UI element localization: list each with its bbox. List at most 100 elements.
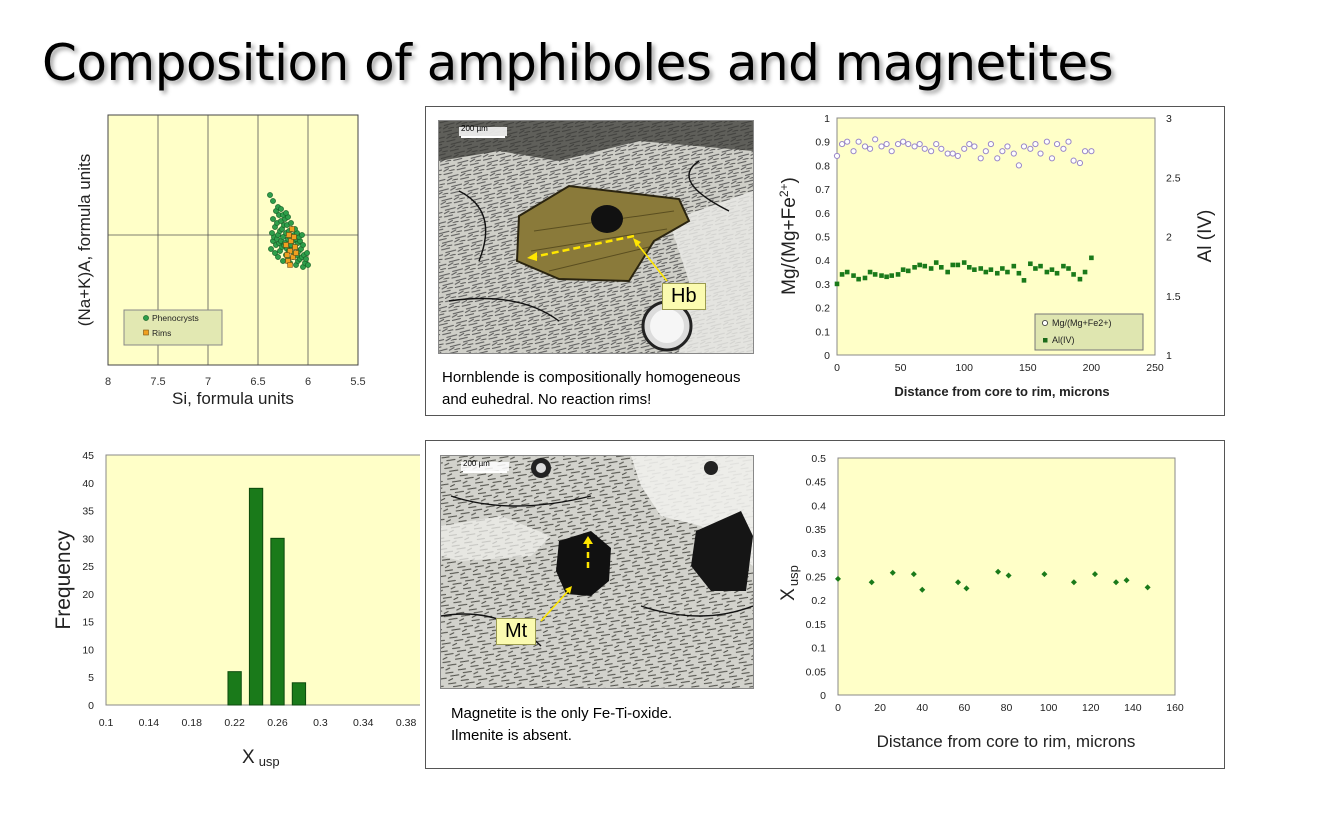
data-point-mg-ratio: [994, 155, 1001, 162]
data-point-mg-ratio: [1076, 159, 1084, 167]
data-point-al-iv: [1082, 269, 1088, 275]
data-point-al-iv: [1089, 255, 1094, 261]
data-point-mg-ratio: [916, 140, 923, 148]
x-tick-label: 100: [955, 362, 973, 374]
magnetite-photomicrograph: 200 µm: [440, 455, 754, 689]
data-point-al-iv: [1044, 269, 1050, 275]
y-axis-label: Xusp: [778, 565, 801, 601]
data-point-mg-ratio: [987, 140, 995, 148]
y-tick-label: 25: [82, 561, 94, 573]
data-point-xusp: [889, 569, 896, 576]
data-point-phenocryst: [305, 262, 311, 268]
data-point-al-iv: [933, 260, 939, 265]
caption-line: and euhedral. No reaction rims!: [442, 391, 652, 408]
data-point-phenocryst: [270, 216, 276, 222]
data-point-mg-ratio: [1043, 138, 1050, 145]
data-point-phenocryst: [299, 232, 305, 238]
data-point-al-iv: [1071, 272, 1076, 277]
data-point-xusp: [910, 571, 917, 578]
legend-marker-phenocrysts: [143, 315, 149, 321]
data-point-mg-ratio: [838, 140, 846, 148]
y-tick-label: 0: [88, 700, 94, 712]
data-point-al-iv: [895, 272, 901, 277]
x-tick-label: 80: [1001, 702, 1013, 714]
x-tick-label: 5.5: [350, 376, 365, 388]
data-point-mg-ratio: [844, 138, 851, 145]
y-tick-label: 1: [824, 113, 830, 125]
data-point-al-iv: [879, 273, 884, 278]
y-tick-label: 0.8: [815, 160, 830, 172]
hornblende-photomicrograph: 200 µm: [438, 120, 754, 354]
y-tick-label: 0.4: [811, 500, 826, 512]
x-tick-label: 0.34: [353, 717, 374, 729]
data-point-mg-ratio: [888, 148, 895, 155]
data-point-al-iv: [1021, 278, 1027, 283]
data-point-xusp: [835, 575, 841, 582]
data-point-xusp: [995, 568, 1002, 575]
data-point-mg-ratio: [999, 148, 1006, 155]
xusp-profile-chart: 0 20 40 60 80 100 120 140 160 0 0.05 0.1 0.15 0.2 0.25…: [778, 453, 1184, 751]
data-point-mg-ratio: [866, 145, 874, 152]
histogram-bar: [248, 487, 264, 706]
y-tick-label: 15: [82, 617, 94, 629]
y2-axis-label: Al (IV): [1195, 210, 1216, 263]
x-axis-label: Distance from core to rim, microns: [894, 384, 1109, 399]
data-point-rim: [290, 254, 296, 260]
data-point-al-iv: [1011, 263, 1017, 269]
y-tick-label: 35: [82, 506, 94, 518]
data-point-mg-ratio: [894, 140, 902, 148]
histogram-bar: [291, 682, 307, 706]
data-point-al-iv: [922, 263, 928, 269]
hornblende-profile-chart: 0 50 100 150 200 250 0 0.1 0.2 0.3 0.4 0.5 0.6 0.7 0.8…: [777, 113, 1216, 399]
data-point-al-iv: [972, 267, 977, 272]
data-point-phenocryst: [275, 254, 281, 260]
data-point-xusp: [919, 586, 926, 593]
x-tick-label: 6.5: [250, 376, 265, 388]
y-tick-label: 0.4: [815, 255, 830, 267]
data-point-xusp: [955, 579, 962, 586]
data-point-mg-ratio: [911, 143, 918, 150]
data-point-mg-ratio: [1010, 150, 1017, 157]
data-point-mg-ratio: [900, 138, 907, 145]
data-point-phenocryst: [303, 256, 309, 262]
data-point-al-iv: [1033, 266, 1038, 271]
data-point-rim: [289, 226, 295, 232]
y-tick-label: 0.2: [811, 595, 826, 607]
xusp-histogram: 0.1 0.14 0.18 0.22 0.26 0.3 0.34 0.38 0 5 10 15 20 25…: [52, 450, 420, 769]
x-tick-label: 0.26: [267, 717, 288, 729]
data-point-phenocryst: [278, 206, 284, 212]
data-point-phenocryst: [267, 192, 273, 198]
slide-title: Composition of amphiboles and magnetites: [42, 34, 1114, 92]
data-point-mg-ratio: [872, 136, 879, 143]
data-point-al-iv: [1038, 263, 1043, 269]
data-point-al-iv: [961, 260, 967, 265]
data-point-mg-ratio: [1048, 155, 1056, 162]
y-tick-label: 20: [82, 589, 94, 601]
data-point-al-iv: [834, 281, 840, 287]
data-point-rim: [287, 248, 293, 254]
data-point-mg-ratio: [878, 143, 885, 150]
plot-area: [837, 457, 1176, 696]
data-point-al-iv: [1077, 276, 1083, 282]
data-point-rim: [284, 252, 290, 258]
data-point-phenocryst: [268, 246, 274, 252]
legend-marker-mg: [1041, 319, 1049, 327]
data-point-al-iv: [856, 276, 861, 282]
data-point-al-iv: [994, 270, 1000, 276]
x-tick-label: 60: [959, 702, 971, 714]
data-point-mg-ratio: [883, 140, 890, 148]
hornblende-caption: Hornblende is compositionally homogeneou…: [442, 367, 741, 411]
data-point-xusp: [963, 585, 970, 592]
data-point-mg-ratio: [933, 140, 940, 148]
y-tick-label: 10: [82, 644, 94, 656]
si-vs-nak-chart: 8 7.5 7 6.5 6 5.5 Phenocrysts Rims Si, formul…: [75, 114, 366, 408]
caption-line: Magnetite is the only Fe-Ti-oxide.: [451, 705, 673, 722]
magnetite-caption: Magnetite is the only Fe-Ti-oxide. Ilmen…: [451, 703, 672, 747]
y-tick-label: 0.15: [806, 619, 827, 631]
data-point-mg-ratio: [921, 145, 928, 152]
data-point-xusp: [1070, 579, 1077, 586]
y2-tick-label: 2.5: [1166, 172, 1181, 184]
data-point-al-iv: [912, 265, 917, 270]
y-axis-label: Frequency: [52, 530, 75, 630]
scale-bar-label: 200 µm: [461, 124, 488, 133]
